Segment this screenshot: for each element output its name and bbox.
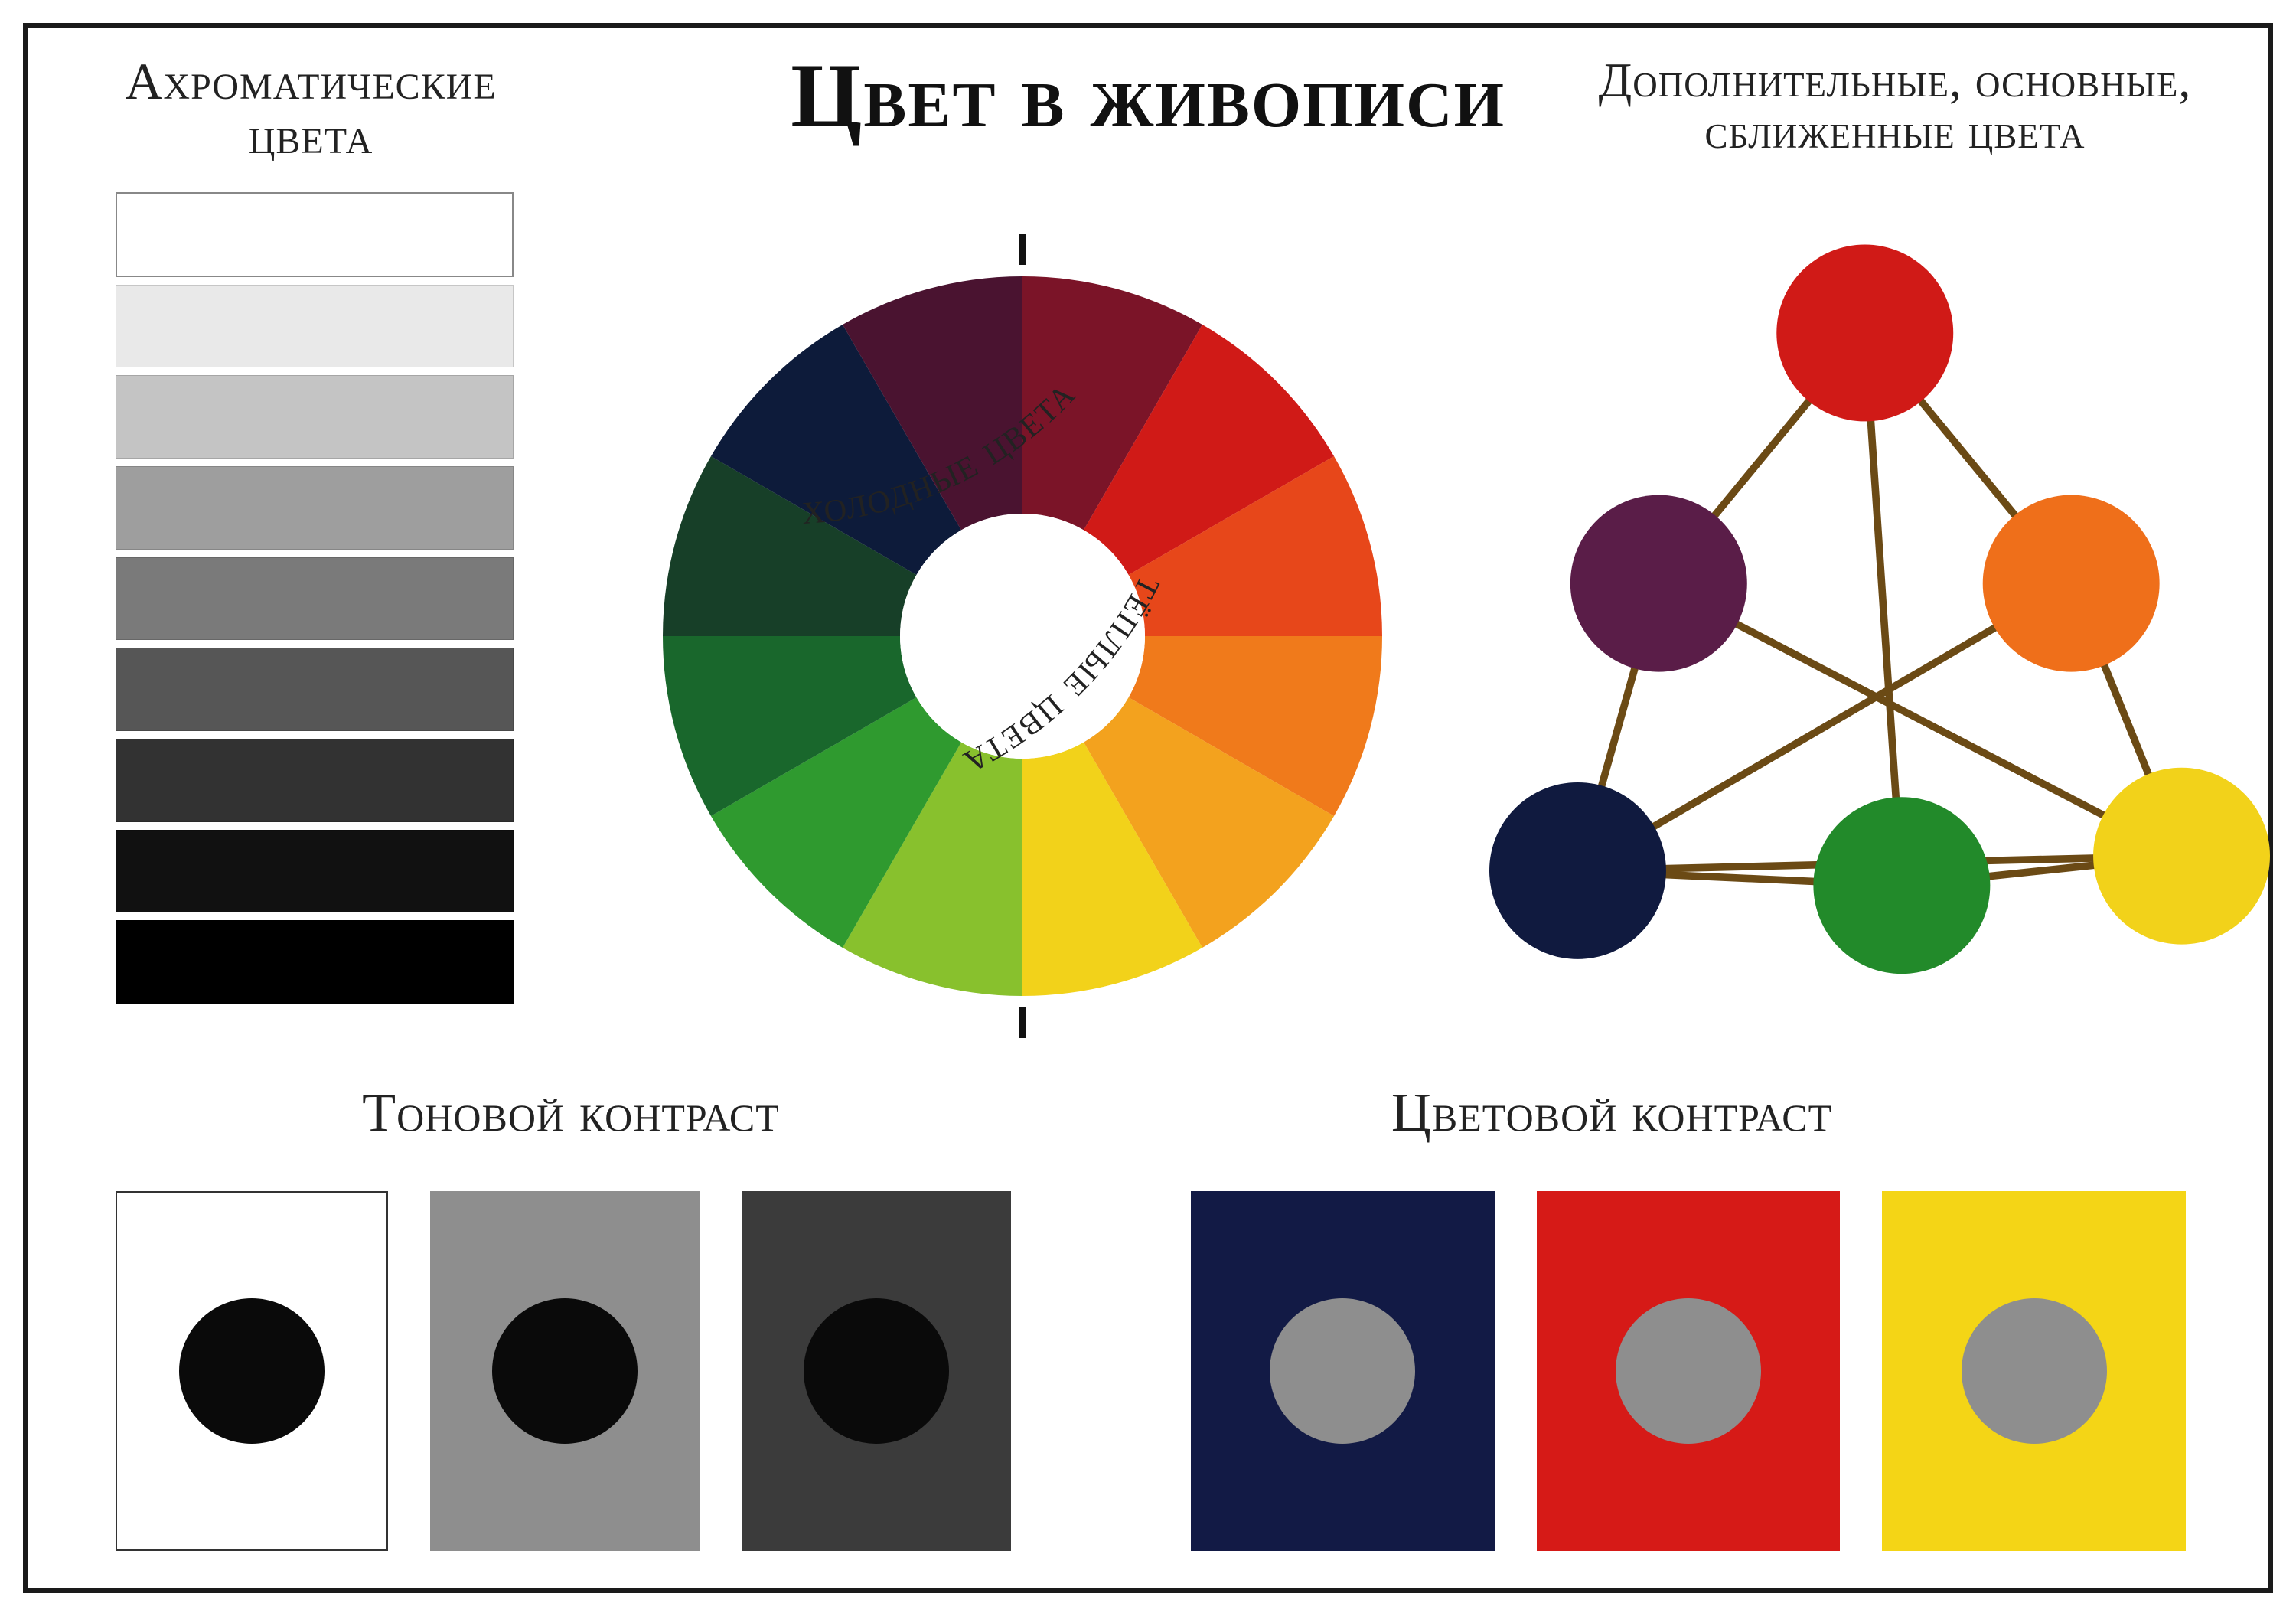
contrast-dot [492,1298,638,1444]
color-contrast-cards [1191,1191,2186,1551]
contrast-dot [179,1298,325,1444]
poster-frame: Цвет в живописи Ахроматические цвета Доп… [23,23,2273,1593]
achromatic-swatch [116,557,514,641]
contrast-card [1191,1191,1495,1551]
relation-node-orange [1983,495,2160,672]
page-title: Цвет в живописи [791,43,1505,149]
contrast-card [430,1191,700,1551]
achromatic-swatch [116,192,514,277]
relations-heading: Дополнительные, основные, сближенные цве… [1528,54,2262,157]
achromatic-swatch [116,739,514,822]
contrast-card [1882,1191,2186,1551]
contrast-dot [1962,1298,2107,1444]
achromatic-swatch [116,920,514,1004]
contrast-card [116,1191,388,1551]
achromatic-heading: Ахроматические цвета [96,54,525,164]
color-relations-diagram [1489,184,2270,1027]
achromatic-swatch [116,466,514,550]
tone-contrast-heading: Тоновой контраст [227,1084,915,1142]
contrast-card [742,1191,1011,1551]
achromatic-swatch [116,648,514,731]
contrast-dot [1616,1298,1761,1444]
relation-node-violet [1570,495,1747,672]
achromatic-swatch [116,375,514,459]
relation-node-red [1776,244,1953,421]
tone-contrast-cards [116,1191,1011,1551]
contrast-dot [804,1298,949,1444]
achromatic-swatch [116,285,514,368]
relation-node-green [1813,797,1990,974]
contrast-card [1537,1191,1841,1551]
relation-node-yellow [2093,768,2270,945]
color-contrast-heading: Цветовой контраст [1267,1084,1956,1142]
contrast-dot [1270,1298,1415,1444]
color-wheel: холодные цветатёплые цвета [563,154,1482,1072]
relation-node-blue [1489,782,1666,959]
achromatic-swatches [116,192,514,1004]
achromatic-swatch [116,830,514,913]
